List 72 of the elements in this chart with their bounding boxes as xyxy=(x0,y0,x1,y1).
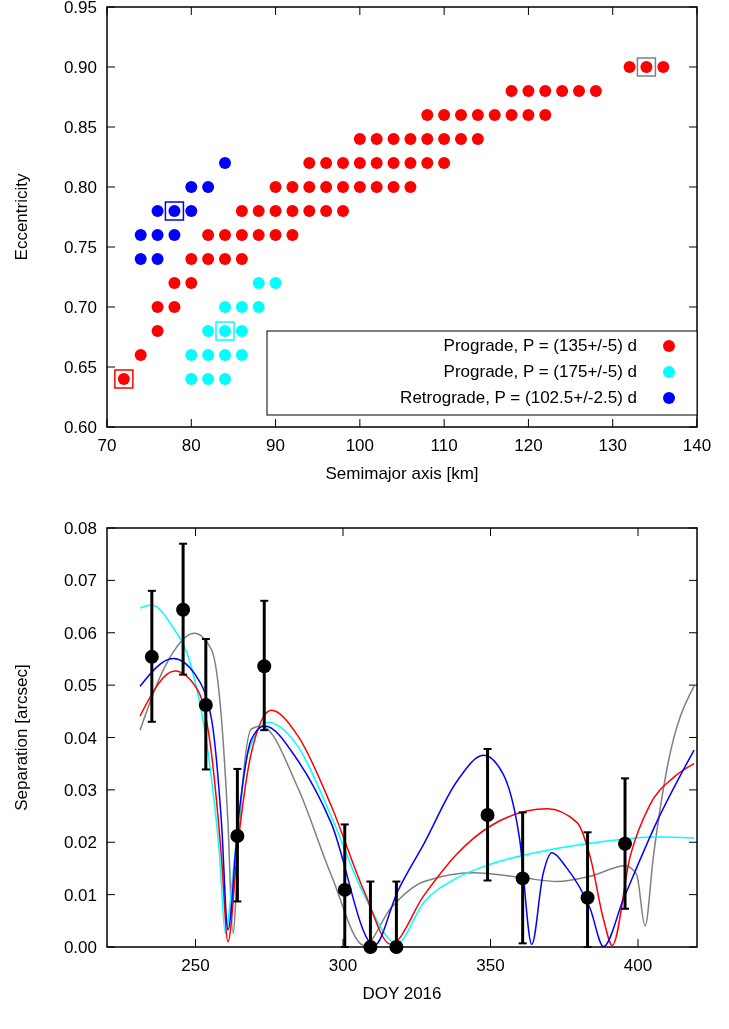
point xyxy=(134,229,147,241)
y-tick-label: 0.02 xyxy=(63,833,97,853)
legend-label: Prograde, P = (175+/-5) d xyxy=(443,362,637,381)
point xyxy=(618,836,633,851)
y-tick-label: 0.00 xyxy=(63,938,97,957)
point xyxy=(202,325,215,337)
point xyxy=(636,57,657,77)
point xyxy=(151,253,164,265)
y-tick-label: 0.04 xyxy=(63,728,97,748)
point xyxy=(134,253,147,265)
x-axis-title: DOY 2016 xyxy=(362,984,442,1003)
point xyxy=(202,373,215,385)
x-tick-label: 80 xyxy=(181,436,201,455)
x-tick-label: 250 xyxy=(181,956,210,975)
point xyxy=(114,369,134,389)
point xyxy=(235,301,248,313)
point xyxy=(219,349,231,361)
y-tick-label: 0.85 xyxy=(63,118,97,137)
y-tick-label: 0.75 xyxy=(63,238,97,257)
point xyxy=(219,373,231,385)
point xyxy=(580,890,595,905)
y-tick-label: 0.65 xyxy=(63,358,97,377)
y-tick-label: 0.95 xyxy=(63,0,97,17)
point xyxy=(185,205,198,217)
point xyxy=(185,181,198,193)
point xyxy=(202,349,215,361)
x-tick-label: 400 xyxy=(623,956,653,975)
point xyxy=(202,181,215,193)
x-tick-label: 120 xyxy=(514,436,543,455)
y-tick-label: 0.06 xyxy=(63,623,97,643)
legend-label: Retrograde, P = (102.5+/-2.5) d xyxy=(400,388,637,407)
x-tick-label: 130 xyxy=(598,436,627,455)
x-tick-label: 70 xyxy=(97,436,117,455)
point xyxy=(252,301,265,313)
point xyxy=(337,882,352,897)
point xyxy=(176,602,191,617)
point xyxy=(219,301,231,313)
point xyxy=(219,157,231,169)
legend-label: Prograde, P = (135+/-5) d xyxy=(443,336,637,355)
y-tick-label: 0.01 xyxy=(63,885,97,905)
x-tick-label: 300 xyxy=(328,956,358,975)
point xyxy=(151,205,164,217)
x-tick-label: 140 xyxy=(682,436,712,455)
point xyxy=(480,808,495,823)
y-axis-title: Separation [arcsec] xyxy=(12,664,31,811)
x-tick-label: 90 xyxy=(266,436,286,455)
x-axis-title: Semimajor axis [km] xyxy=(325,464,479,483)
y-tick-label: 0.90 xyxy=(63,58,97,77)
point xyxy=(515,871,530,886)
point xyxy=(252,277,265,289)
y-tick-label: 0.05 xyxy=(63,676,97,696)
point xyxy=(168,229,181,241)
y-tick-label: 0.80 xyxy=(63,178,97,197)
y-tick-label: 0.07 xyxy=(63,571,97,591)
y-tick-label: 0.08 xyxy=(63,519,97,538)
y-tick-label: 0.70 xyxy=(63,298,97,317)
x-tick-label: 100 xyxy=(345,436,375,455)
point xyxy=(235,325,248,337)
point xyxy=(257,659,272,674)
y-tick-label: 0.60 xyxy=(63,418,97,437)
point xyxy=(269,277,282,289)
point xyxy=(230,828,245,843)
point xyxy=(198,698,213,713)
point xyxy=(185,349,198,361)
x-tick-label: 350 xyxy=(476,956,505,975)
x-tick-label: 110 xyxy=(430,436,458,455)
point xyxy=(144,649,159,664)
point xyxy=(235,349,248,361)
y-axis-title: Eccentricity xyxy=(12,173,31,261)
y-tick-label: 0.03 xyxy=(63,780,97,800)
point xyxy=(185,373,198,385)
point xyxy=(151,229,164,241)
